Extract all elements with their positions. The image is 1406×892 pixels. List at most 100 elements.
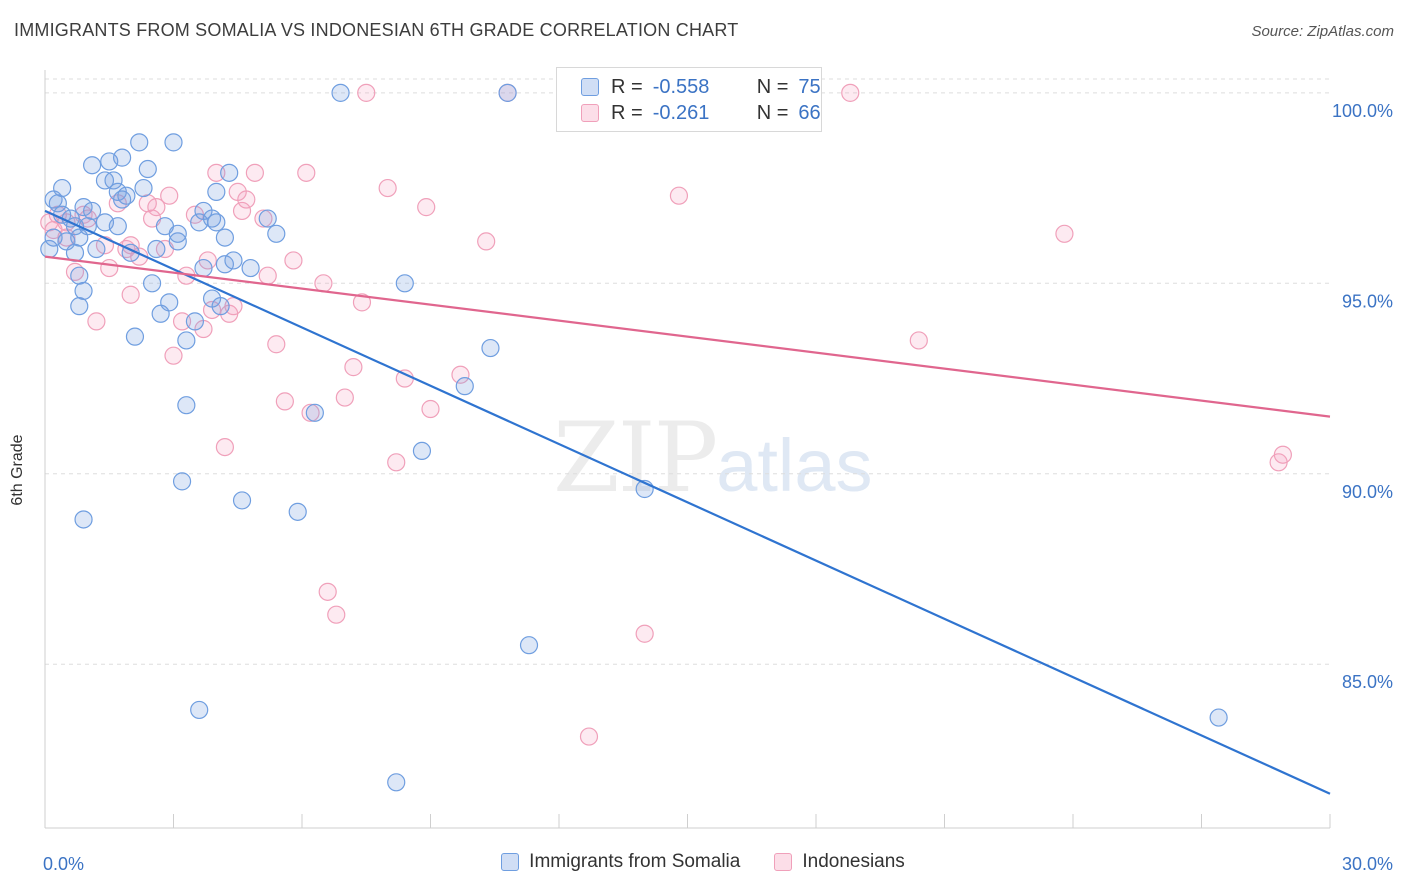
somalia-point [74,198,93,217]
y-tick-label: 95.0% [1342,291,1393,311]
indonesians-point [232,201,252,221]
indonesians-point [421,399,440,419]
indonesians-trend-line [44,255,1331,418]
somalia-point [164,133,183,152]
somalia-point [185,312,205,331]
indonesians-swatch [581,104,599,122]
legend-swatch-somalia [501,853,520,871]
indonesians-point [275,392,294,411]
somalia-point [387,773,406,792]
somalia-trend-line [44,209,1331,795]
somalia-point [305,403,324,422]
indonesians-point [417,198,436,217]
somalia-point [108,217,127,236]
indonesians-point [635,624,654,643]
somalia-point [142,274,162,293]
somalia-point [207,213,226,232]
somalia-point [74,510,93,529]
r-value-somalia: -0.558 [652,75,710,98]
somalia-point [395,274,414,293]
somalia-point [53,178,72,198]
somalia-point [177,396,196,415]
r-label: R = [611,75,643,98]
indonesians-point [841,83,860,102]
indonesians-point [215,437,234,457]
somalia-point [288,502,307,521]
indonesians-point [237,190,256,209]
grid-lines [45,78,1330,665]
somalia-point [220,163,239,182]
r-value-indonesians: -0.261 [652,101,710,124]
legend-label-indonesians: Indonesians [802,851,905,872]
somalia-point [87,239,106,259]
somalia-point [168,232,187,251]
y-axis-label: 6th Grade [9,434,26,506]
indonesians-points [40,83,1292,746]
indonesians-point [314,274,333,293]
somalia-point [104,171,123,190]
somalia-point [481,338,500,358]
indonesians-point [100,258,119,278]
somalia-point [1209,708,1228,727]
indonesians-point [160,186,179,205]
indonesians-point [1273,445,1292,464]
indonesians-point [284,251,303,270]
legend-item-indonesians: Indonesians [774,851,905,873]
indonesians-point [267,335,286,354]
indonesians-point [357,83,376,102]
somalia-point [207,182,226,201]
indonesians-point [121,285,140,304]
somalia-point [70,266,89,285]
somalia-point [134,178,153,198]
indonesians-point [172,312,192,331]
somalia-point [138,159,157,179]
indonesians-point [301,403,320,422]
x-tick-label: 0.0% [43,854,84,874]
y-tick-label: 100.0% [1332,101,1393,121]
indonesians-point [297,163,316,182]
indonesians-point [335,388,354,407]
y-tick-label: 90.0% [1342,482,1393,502]
stats-row-somalia: R = -0.558 N = 75 [581,74,821,100]
indonesians-point [344,358,363,377]
indonesians-point [224,297,243,316]
somalia-point [112,148,132,167]
somalia-swatch [581,78,599,96]
indonesians-point [909,331,928,350]
stats-box: R = -0.558 N = 75 R = -0.261 N = 66 [556,67,822,132]
indonesians-point [451,365,470,384]
indonesians-point [579,727,599,746]
tick-labels: 85.0% 90.0% 95.0% 100.0% 0.0% 30.0% [43,101,1393,874]
legend-item-somalia: Immigrants from Somalia [501,851,740,873]
indonesians-point [245,163,264,182]
chart-title: IMMIGRANTS FROM SOMALIA VS INDONESIAN 6T… [14,20,739,40]
somalia-point [147,239,166,259]
indonesians-point [352,293,372,312]
somalia-points [40,83,1228,792]
indonesians-point [477,232,496,251]
indonesians-point [147,198,166,217]
somalia-point [160,293,179,312]
somalia-point [125,327,145,346]
indonesians-point [378,178,397,198]
indonesians-point [1055,224,1074,243]
watermark-atlas: atlas [716,424,873,507]
somalia-point [267,224,286,243]
watermark: ZIPatlas [553,402,873,514]
somalia-point [331,83,350,102]
n-label: N = [756,101,789,124]
somalia-point [117,186,136,205]
x-tick-label: 30.0% [1342,854,1393,874]
watermark-zip: ZIP [553,402,718,514]
somalia-point [241,258,260,278]
somalia-point [498,83,517,102]
trend-lines [44,209,1331,795]
somalia-point [519,636,539,655]
n-value-indonesians: 66 [798,101,821,124]
r-label: R = [611,101,643,124]
indonesians-point [669,186,689,205]
somalia-point [83,201,102,221]
somalia-point [215,255,234,274]
somalia-point [412,441,432,461]
somalia-point [70,297,89,316]
